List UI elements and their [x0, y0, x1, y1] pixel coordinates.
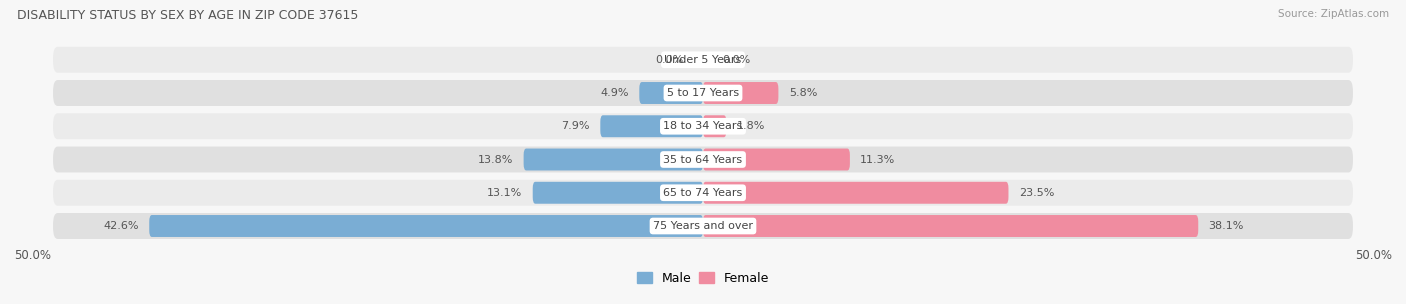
Text: 11.3%: 11.3%: [860, 154, 896, 164]
FancyBboxPatch shape: [53, 147, 1353, 172]
Text: 4.9%: 4.9%: [600, 88, 628, 98]
FancyBboxPatch shape: [703, 82, 779, 104]
Text: 38.1%: 38.1%: [1209, 221, 1244, 231]
FancyBboxPatch shape: [703, 115, 727, 137]
FancyBboxPatch shape: [703, 182, 1008, 204]
Text: Source: ZipAtlas.com: Source: ZipAtlas.com: [1278, 9, 1389, 19]
FancyBboxPatch shape: [703, 149, 849, 171]
Text: 1.8%: 1.8%: [737, 121, 765, 131]
Text: DISABILITY STATUS BY SEX BY AGE IN ZIP CODE 37615: DISABILITY STATUS BY SEX BY AGE IN ZIP C…: [17, 9, 359, 22]
Text: 23.5%: 23.5%: [1019, 188, 1054, 198]
Text: 13.1%: 13.1%: [486, 188, 522, 198]
FancyBboxPatch shape: [703, 215, 1198, 237]
FancyBboxPatch shape: [523, 149, 703, 171]
Text: 50.0%: 50.0%: [14, 249, 51, 262]
Text: 65 to 74 Years: 65 to 74 Years: [664, 188, 742, 198]
FancyBboxPatch shape: [53, 180, 1353, 206]
Text: 35 to 64 Years: 35 to 64 Years: [664, 154, 742, 164]
FancyBboxPatch shape: [53, 213, 1353, 239]
Legend: Male, Female: Male, Female: [631, 267, 775, 290]
Text: 42.6%: 42.6%: [104, 221, 139, 231]
Text: 5 to 17 Years: 5 to 17 Years: [666, 88, 740, 98]
FancyBboxPatch shape: [53, 47, 1353, 73]
Text: 7.9%: 7.9%: [561, 121, 591, 131]
Text: 13.8%: 13.8%: [478, 154, 513, 164]
FancyBboxPatch shape: [149, 215, 703, 237]
FancyBboxPatch shape: [53, 80, 1353, 106]
Text: 0.0%: 0.0%: [655, 55, 683, 65]
Text: 18 to 34 Years: 18 to 34 Years: [664, 121, 742, 131]
FancyBboxPatch shape: [53, 113, 1353, 139]
FancyBboxPatch shape: [600, 115, 703, 137]
FancyBboxPatch shape: [533, 182, 703, 204]
Text: 0.0%: 0.0%: [723, 55, 751, 65]
Text: 50.0%: 50.0%: [1355, 249, 1392, 262]
FancyBboxPatch shape: [640, 82, 703, 104]
Text: 75 Years and over: 75 Years and over: [652, 221, 754, 231]
Text: Under 5 Years: Under 5 Years: [665, 55, 741, 65]
Text: 5.8%: 5.8%: [789, 88, 817, 98]
